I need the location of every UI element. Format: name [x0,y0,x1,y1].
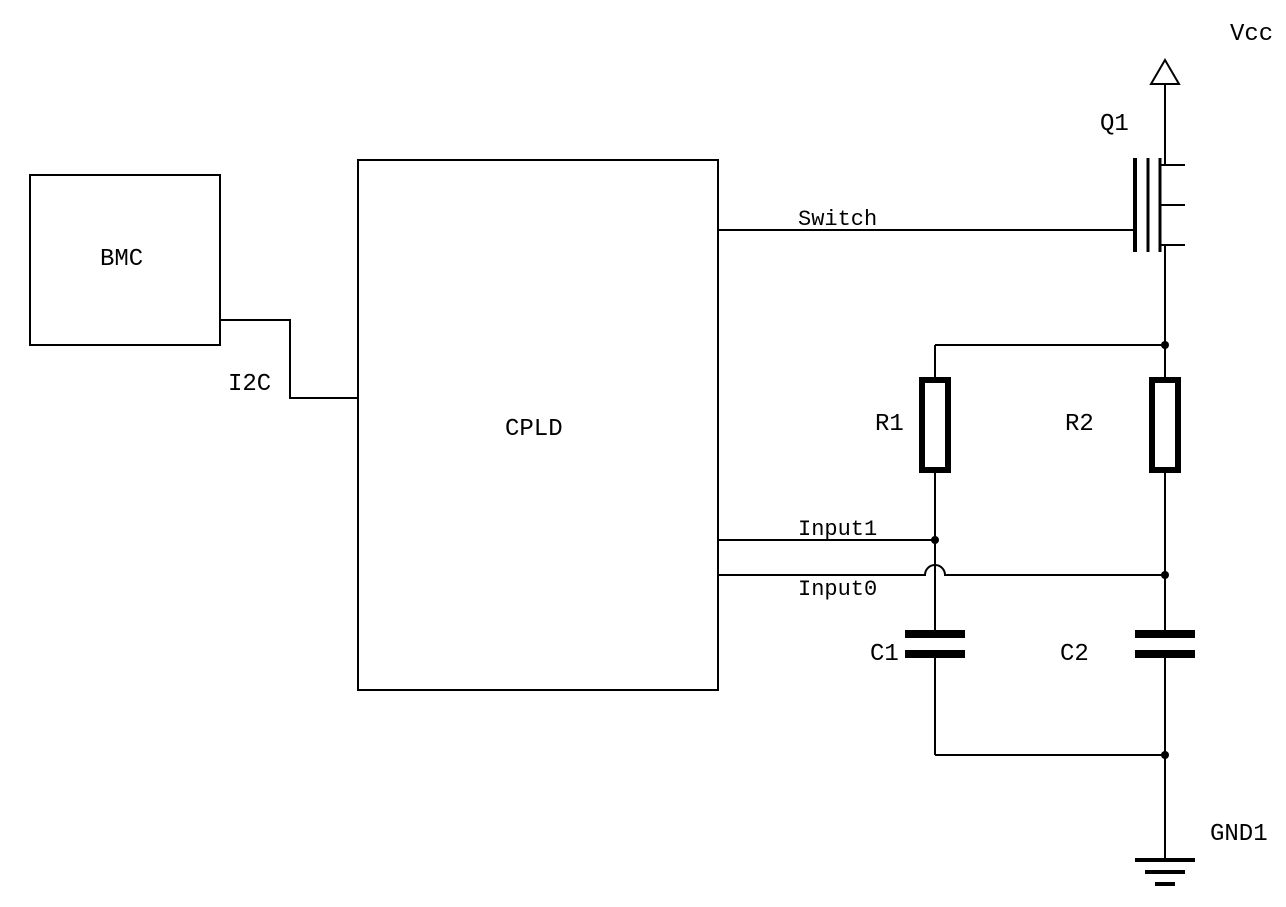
cpld-label: CPLD [505,416,563,443]
input1-label: Input1 [798,517,877,542]
bmc-label: BMC [100,246,143,273]
circuit-diagram: BMC CPLD I2C Vcc Q1 Switch R1 R2 Input1 … [0,0,1286,907]
r2-label: R2 [1065,411,1094,438]
r1-body [922,380,948,470]
gnd1-label: GND1 [1210,821,1268,848]
r2-body [1152,380,1178,470]
c1-label: C1 [870,641,899,668]
input0-label: Input0 [798,577,877,602]
switch-label: Switch [798,207,877,232]
r1-label: R1 [875,411,904,438]
vcc-label: Vcc [1230,21,1273,48]
c2-label: C2 [1060,641,1089,668]
i2c-label: I2C [228,371,271,398]
input0-wire [718,565,1165,575]
q1-label: Q1 [1100,111,1129,138]
vcc-arrow-icon [1151,60,1179,84]
